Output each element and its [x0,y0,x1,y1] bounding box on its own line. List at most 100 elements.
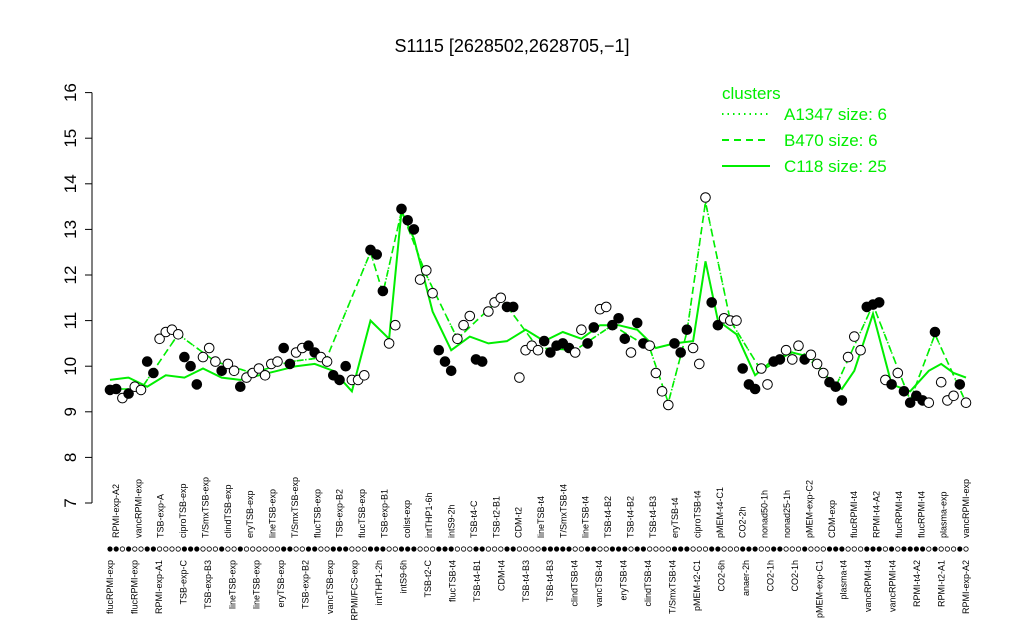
chart-title: S1115 [2628502,2628705,−1] [394,36,629,56]
rug-mark [628,546,634,552]
data-point-filled [185,360,196,372]
rug-mark [591,546,597,552]
legend: clusters A1347 size: 6 B470 size: 6 C118 s… [722,84,887,176]
data-point-filled [371,249,383,260]
x-tick-label: TSB-t2-B1 [491,496,501,538]
data-point-open [923,397,935,409]
x-rug [107,546,969,552]
data-point-filled [507,301,519,313]
rug-mark [721,546,727,552]
rug-mark [417,546,423,552]
x-tick-label: RPMI-t2-A1 [937,560,947,607]
x-tick-label: lineTSB-t4 [581,496,591,538]
x-tick-label: TSB-t4-B3 [521,560,531,602]
x-tick-label: CO2-6h [716,560,726,592]
rug-mark [895,546,901,552]
data-point-open [694,358,705,370]
rug-mark [727,546,733,552]
data-point-open [811,358,823,370]
x-tick-label: intS9-2h [447,504,457,538]
x-tick-label: vancRPMI-t4 [863,560,873,612]
data-point-open [849,331,860,342]
data-point-filled [675,347,687,358]
x-tick-label: pMEM-t4-C1 [715,487,725,538]
rug-mark [659,546,665,552]
x-tick-label: flucTSB-exp [312,489,322,538]
rug-mark [318,546,324,552]
x-tick-label: RPMI-exp-A1 [154,560,164,614]
rug-mark [305,546,312,552]
rug-mark [857,546,864,552]
data-point-open [644,340,656,352]
rug-mark [132,546,138,552]
rug-mark [485,546,491,552]
data-point-filled [148,367,159,379]
rug-mark [640,546,647,552]
x-tick-label: plasma-exp [939,491,949,538]
data-point-open [625,347,637,358]
data-point-filled [631,317,643,329]
y-tick-label: 12 [61,266,80,285]
rug-mark [814,546,820,552]
rug-mark [392,546,398,552]
rug-mark [901,546,907,552]
rug-mark [330,546,336,552]
data-point-open [818,367,829,379]
x-tick-label: flucRPMI-exp [130,560,140,614]
rug-mark [287,546,293,552]
y-tick-label: 15 [61,129,80,148]
x-tick-label: vancTSB-exp [325,560,335,614]
x-tick-label: CO2-1h [790,560,800,592]
rug-mark [870,546,876,552]
x-tick-label: T/SmxTSB-exp [201,477,211,538]
rug-mark [578,546,585,552]
rug-mark [374,546,380,552]
rug-mark [752,546,758,552]
x-tick-label: clindTSB-t4 [570,560,580,607]
data-point-open [390,319,401,331]
data-point-filled [613,313,624,324]
data-point-open [222,358,234,370]
data-point-open [172,329,184,340]
rug-mark [163,546,169,552]
data-point-open [383,338,395,349]
data-point-filled [886,379,897,390]
rug-mark [448,546,454,552]
data-point-open [452,333,463,345]
rug-mark [411,546,417,552]
data-point-filled [904,397,916,409]
data-point-filled [179,351,190,363]
rug-mark [603,546,609,552]
x-tick-label: colist-exp [402,500,412,538]
data-point-open [842,351,854,363]
x-tick-label: TSB-exp-B2 [335,489,345,538]
rug-mark [665,546,671,552]
y-tick-label: 10 [61,357,80,376]
rug-mark [194,546,200,552]
rug-mark [702,546,709,552]
data-point-filled [433,344,445,356]
data-point-filled [929,326,941,338]
rug-mark [516,546,523,552]
rug-mark [913,546,920,552]
data-point-open [935,376,947,388]
data-point-filled [607,319,618,331]
rug-mark [175,546,181,552]
rug-mark [808,546,814,552]
data-point-filled [774,354,786,365]
rug-mark [423,546,429,552]
x-tick-label: nonad25-1h [782,490,792,538]
data-point-filled [545,347,556,358]
data-point-filled [830,381,842,393]
rug-mark [522,546,529,552]
rug-mark [169,546,175,552]
rug-mark [442,546,448,552]
rug-mark [181,546,187,552]
rug-mark [647,546,653,552]
data-point-filled [712,319,724,331]
data-point-open [787,354,798,365]
data-point-open [663,399,674,411]
rug-mark [138,546,144,552]
data-point-open [514,372,525,383]
rug-mark [467,546,473,552]
